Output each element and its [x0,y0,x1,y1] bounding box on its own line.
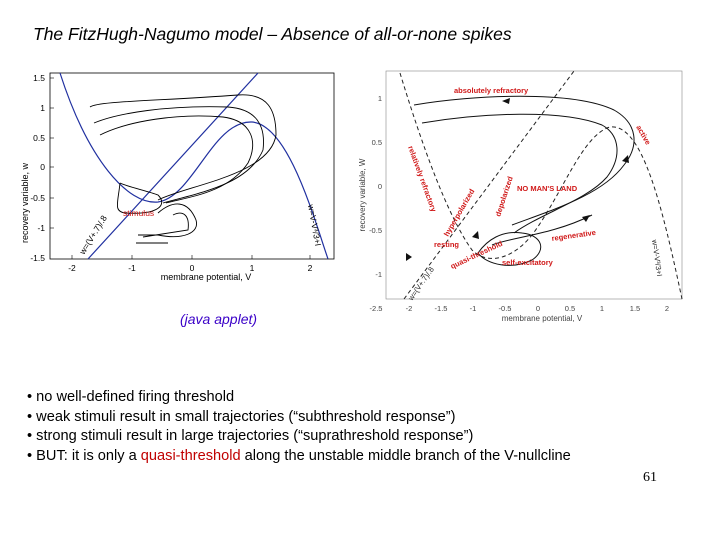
right-xtick: -2.5 [370,304,383,313]
left-stimulus-label: stimulus [123,208,154,218]
bullet-item: BUT: it is only a quasi-threshold along … [27,447,571,467]
right-v-nullcline [399,72,683,300]
slide-title: The FitzHugh-Nagumo model – Absence of a… [33,24,512,44]
right-ytick: 1 [378,94,382,103]
left-plot-area: stimulus w=(V+.7)/.8 w=V-V³/3+I [49,72,335,260]
left-w-nullcline-label: w=(V+.7)/.8 [77,213,109,257]
right-xtick: 0 [536,304,540,313]
left-xtick: 2 [308,263,313,273]
bullet-item: no well-defined firing threshold [27,388,571,408]
right-plot-area: absolutely refractory active relatively … [385,70,683,303]
right-phase-plane-figure: recovery variable, W 1 0.5 0 -0.5 -1 -2.… [352,65,692,327]
right-xtick: -1 [470,304,477,313]
right-xtick: -1.5 [435,304,448,313]
java-applet-link[interactable]: (java applet) [180,311,258,327]
bullet-list: no well-defined firing threshold weak st… [27,388,571,466]
quasi-threshold-highlight: quasi-threshold [140,447,241,464]
bullet-item: strong stimuli result in large trajector… [27,427,571,447]
region-depolarized: depolarized [493,175,515,218]
left-xtick: 1 [250,263,255,273]
left-ytick: 0.5 [33,133,45,143]
right-w-nullcline-label: w=(V+.7)/.8 [406,265,436,303]
right-xtick: 1 [600,304,604,313]
left-phase-plane-figure: recovery variable, w 1.5 1 0.5 0 -0.5 -1… [8,65,348,285]
left-xtick: -2 [68,263,76,273]
right-ytick: -0.5 [369,226,382,235]
left-ytick: -0.5 [30,193,45,203]
left-ytick: 1 [40,103,45,113]
right-xtick: 0.5 [565,304,575,313]
right-w-nullcline [403,70,575,300]
left-ytick: 0 [40,162,45,172]
region-resting: resting [434,240,459,249]
region-active: active [634,124,652,147]
right-ytick: -1 [375,270,382,279]
left-ylabel: recovery variable, w [20,162,30,243]
region-relatively-refractory: relatively refractory [406,145,439,214]
right-xtick: 1.5 [630,304,640,313]
bullet-item: weak stimuli result in small trajectorie… [27,408,571,428]
left-xlabel: membrane potential, V [161,272,252,282]
left-xtick: -1 [128,263,136,273]
region-no-mans-land: NO MAN'S LAND [517,184,578,193]
right-ylabel: recovery variable, W [358,158,367,231]
right-xtick: -2 [406,304,413,313]
right-ytick: 0 [378,182,382,191]
left-xtick: 0 [190,263,195,273]
page-number: 61 [643,470,657,485]
left-ytick: -1 [37,223,45,233]
right-xtick: -0.5 [499,304,512,313]
region-regenerative: regenerative [551,228,596,243]
region-absolutely-refractory: absolutely refractory [454,86,529,95]
left-v-nullcline-label: w=V-V³/3+I [306,203,323,247]
left-ytick: 1.5 [33,73,45,83]
region-self-excitatory: self-excitatory [502,258,554,267]
right-ytick: 0.5 [372,138,382,147]
left-v-nullcline [59,72,329,260]
right-plot-frame [385,70,683,300]
right-xlabel: membrane potential, V [502,314,583,323]
right-v-nullcline-label: w=V-V³/3+I [650,238,664,277]
left-ytick: -1.5 [30,253,45,263]
right-xtick: 2 [665,304,669,313]
left-w-nullcline [87,72,259,260]
